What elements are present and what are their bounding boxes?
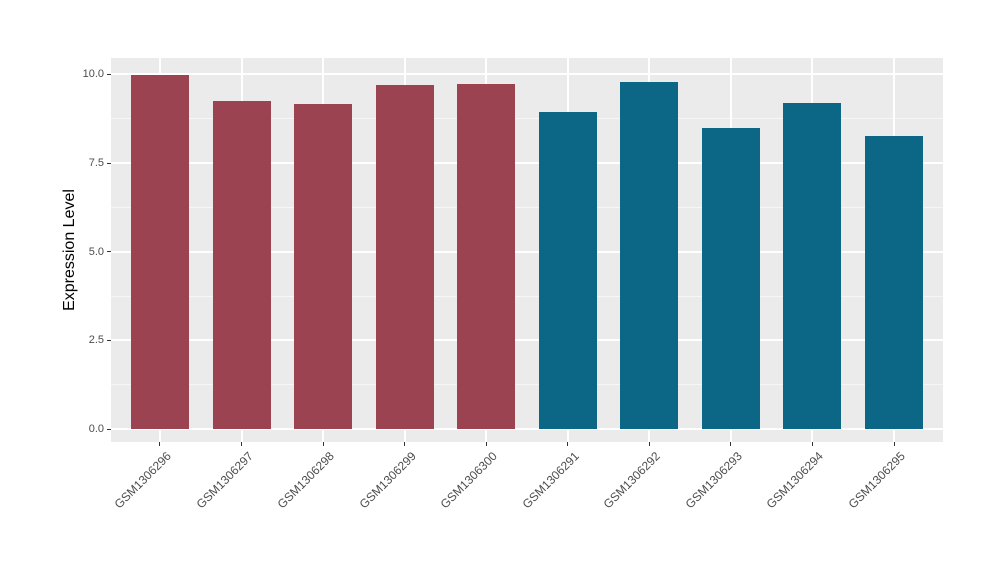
x-tick-mark	[567, 442, 569, 446]
bar-GSM1306297	[212, 100, 271, 430]
x-tick-mark	[730, 442, 732, 446]
bar-GSM1306300	[457, 84, 516, 430]
x-tick-label: GSM1306292	[600, 449, 664, 512]
bar-GSM1306292	[620, 81, 679, 430]
y-tick-mark	[107, 73, 111, 75]
y-tick-mark	[107, 428, 111, 430]
bar-GSM1306295	[865, 135, 924, 430]
gridline-y-major	[111, 339, 943, 342]
x-tick-label: GSM1306295	[845, 449, 908, 512]
x-tick-mark	[322, 442, 324, 446]
x-tick-label: GSM1306296	[111, 449, 174, 512]
y-tick-label: 5.0	[88, 245, 104, 258]
y-tick-label: 2.5	[88, 334, 104, 347]
gridline-y-minor	[111, 384, 943, 386]
x-tick-mark	[893, 442, 895, 446]
gridline-y-major	[111, 250, 943, 253]
y-tick-label: 10.0	[82, 68, 104, 81]
plot-panel	[111, 58, 943, 442]
bar-GSM1306293	[701, 128, 760, 430]
x-tick-label: GSM1306294	[764, 449, 827, 512]
x-tick-mark	[811, 442, 813, 446]
x-tick-mark	[241, 442, 242, 446]
bar-GSM1306299	[375, 84, 434, 430]
gridline-y-major	[111, 73, 943, 76]
x-tick-label: GSM1306300	[437, 449, 501, 512]
gridline-y-minor	[111, 118, 943, 120]
y-tick-label: 7.5	[88, 157, 104, 170]
x-tick-mark	[648, 442, 650, 446]
x-tick-mark	[159, 442, 161, 446]
x-tick-label: GSM1306297	[193, 449, 256, 512]
gridline-y-major	[111, 162, 943, 165]
gridline-y-major	[111, 428, 943, 431]
bar-GSM1306296	[130, 75, 189, 430]
bar-GSM1306298	[294, 103, 353, 430]
x-tick-label: GSM1306293	[682, 449, 745, 512]
x-tick-label: GSM1306298	[274, 449, 337, 512]
bar-GSM1306294	[783, 103, 842, 430]
y-tick-mark	[107, 251, 111, 253]
x-tick-label: GSM1306291	[519, 449, 582, 512]
x-tick-mark	[404, 442, 406, 446]
y-tick-mark	[107, 339, 111, 341]
bar-GSM1306291	[538, 111, 597, 430]
x-tick-label: GSM1306299	[356, 449, 419, 512]
y-tick-label: 0.0	[88, 423, 104, 436]
y-tick-mark	[107, 162, 111, 164]
x-tick-mark	[485, 442, 487, 446]
gridline-y-minor	[111, 206, 943, 208]
gridline-y-minor	[111, 295, 943, 297]
